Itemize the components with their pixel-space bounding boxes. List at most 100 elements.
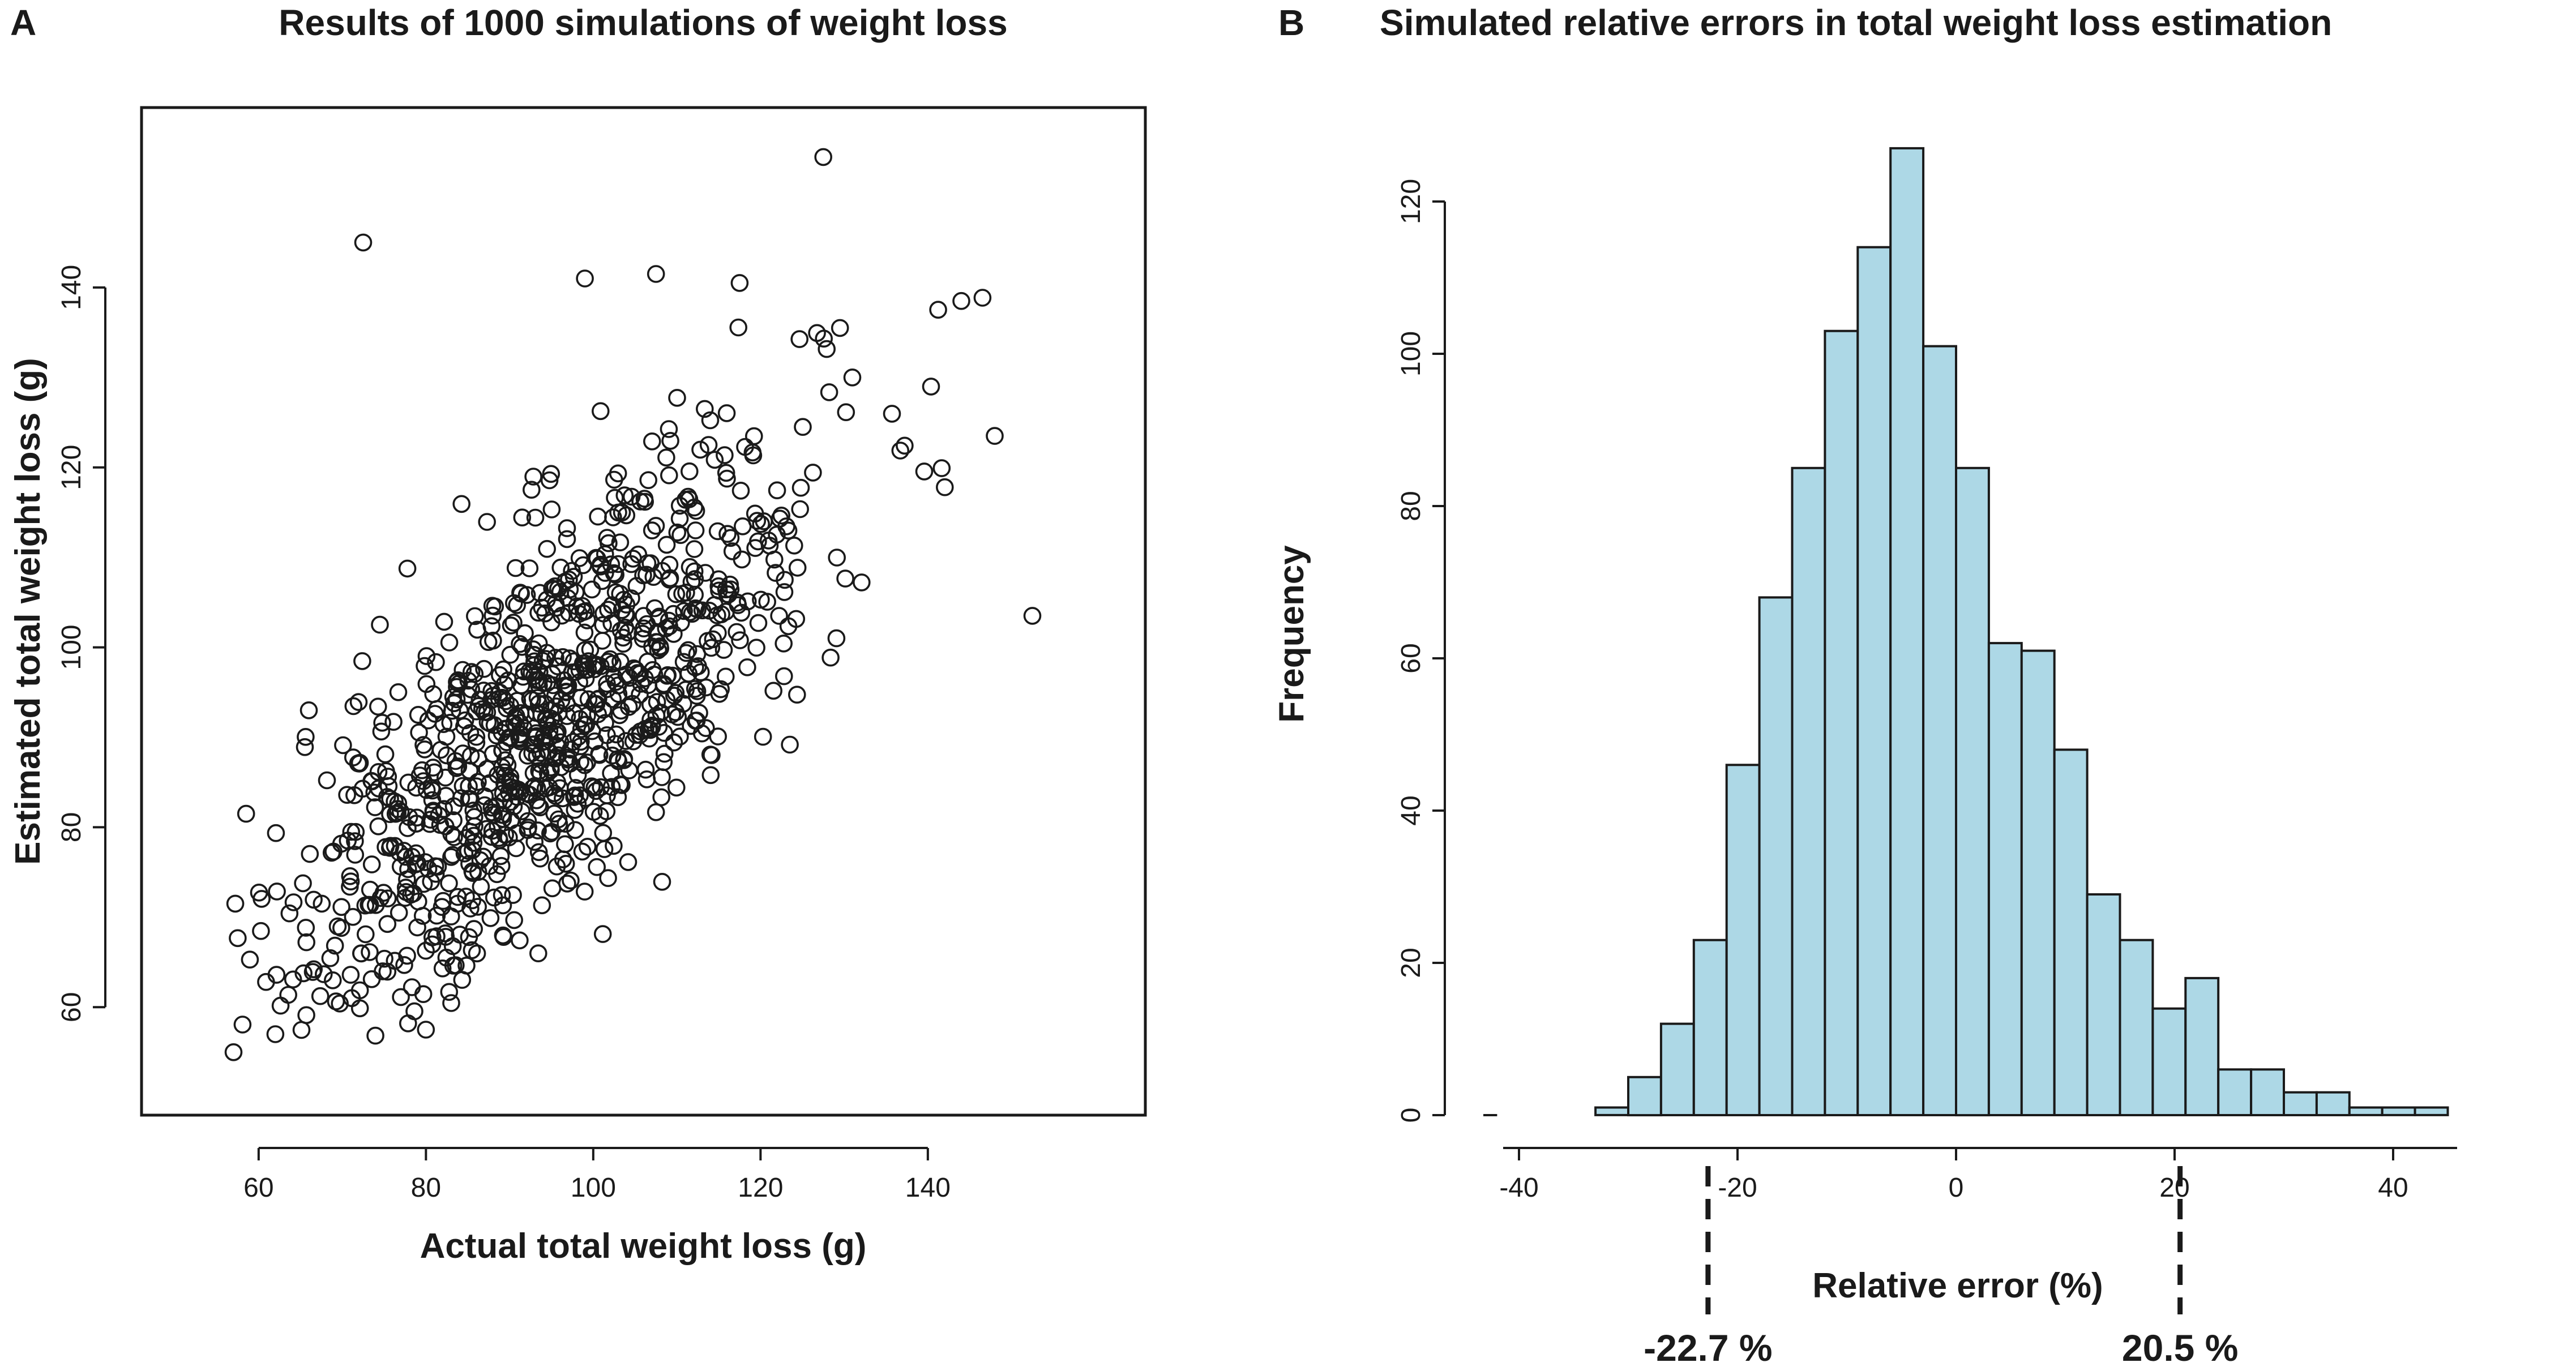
scatter-point — [350, 755, 369, 773]
scatter-point — [407, 844, 425, 863]
scatter-point — [729, 318, 747, 337]
scatter-point — [574, 556, 592, 575]
scatter-point — [461, 747, 480, 765]
scatter-point — [493, 758, 511, 777]
scatter-point — [716, 446, 734, 464]
scatter-point — [617, 506, 636, 525]
scatter-point — [524, 764, 543, 782]
histogram-bar — [1692, 939, 1728, 1116]
scatter-point — [374, 884, 393, 902]
histogram-bar — [2053, 748, 2089, 1116]
scatter-point — [558, 519, 576, 537]
scatter-point — [627, 661, 645, 679]
scatter-point — [540, 471, 559, 490]
scatter-point — [457, 957, 476, 975]
scatter-point — [423, 781, 442, 800]
scatter-point — [558, 530, 576, 549]
scatter-point — [643, 432, 661, 451]
scatter-point — [631, 492, 649, 511]
scatter-point — [660, 611, 678, 630]
scatter-point — [657, 535, 676, 554]
scatter-point — [352, 944, 370, 963]
scatter-point — [369, 697, 387, 716]
scatter-point — [701, 411, 720, 430]
scatter-point — [1023, 607, 1042, 625]
histogram-bar — [1791, 466, 1826, 1117]
histogram-x-tick-label: 0 — [1949, 1173, 1964, 1203]
scatter-point — [685, 540, 704, 558]
scatter-point — [791, 500, 809, 519]
histogram-x-axis-label: Relative error (%) — [1812, 1266, 2103, 1305]
scatter-point — [619, 623, 637, 642]
scatter-point — [575, 882, 594, 901]
scatter-point — [297, 728, 315, 746]
scatter-y-tick-label: 60 — [57, 992, 87, 1022]
scatter-point — [748, 512, 767, 530]
scatter-point — [437, 948, 456, 967]
scatter-point — [350, 999, 369, 1018]
scatter-point — [781, 735, 799, 754]
scatter-point — [386, 792, 404, 811]
scatter-point — [481, 909, 500, 927]
scatter-point — [297, 919, 315, 937]
scatter-point — [507, 716, 525, 735]
scatter-point — [622, 487, 641, 506]
scatter-point — [629, 545, 648, 564]
scatter-point — [442, 848, 460, 866]
scatter-point — [649, 718, 668, 736]
scatter-point — [588, 656, 606, 674]
scatter-point — [593, 572, 611, 590]
scatter-point — [577, 716, 596, 734]
scatter-point — [341, 872, 360, 890]
scatter-point — [896, 436, 914, 455]
scatter-point — [929, 301, 947, 319]
histogram-title: Simulated relative errors in total weigh… — [1380, 2, 2332, 43]
scatter-point — [749, 614, 768, 632]
scatter-point — [455, 717, 473, 735]
scatter-point — [375, 949, 393, 968]
scatter-point — [473, 700, 491, 718]
scatter-point — [478, 513, 497, 531]
scatter-point — [390, 903, 408, 922]
scatter-point — [603, 746, 622, 765]
scatter-point — [631, 722, 649, 740]
scatter-point — [915, 462, 934, 481]
scatter-point — [616, 605, 635, 623]
histogram-bar — [2315, 1091, 2351, 1116]
scatter-point — [731, 631, 749, 649]
scatter-point — [661, 431, 679, 450]
scatter-point — [386, 952, 404, 970]
scatter-point — [631, 686, 649, 704]
scatter-point — [447, 759, 466, 777]
scatter-point — [589, 507, 607, 526]
scatter-point — [526, 508, 545, 527]
scatter-point — [427, 906, 446, 925]
scatter-x-tick-label: 120 — [738, 1173, 783, 1203]
scatter-point — [372, 722, 391, 741]
scatter-point — [241, 950, 259, 969]
scatter-point — [565, 704, 584, 722]
scatter-point — [555, 671, 574, 689]
scatter-point — [504, 614, 523, 632]
scatter-point — [480, 857, 499, 875]
scatter-y-tick-label: 80 — [57, 812, 87, 842]
scatter-point — [438, 746, 456, 765]
scatter-point — [818, 340, 836, 358]
scatter-point — [755, 512, 773, 530]
scatter-point — [986, 427, 1004, 445]
scatter-point — [681, 558, 699, 576]
scatter-point — [643, 521, 661, 539]
scatter-point — [398, 559, 417, 578]
scatter-point — [560, 603, 578, 622]
scatter-point — [647, 706, 666, 725]
scatter-point — [828, 549, 846, 567]
scatter-point — [423, 791, 442, 809]
scatter-point — [500, 828, 518, 847]
scatter-point — [733, 550, 751, 569]
scatter-point — [349, 693, 368, 711]
histogram-y-tick-label: 100 — [1396, 331, 1426, 376]
scatter-point — [530, 663, 549, 681]
scatter-point — [513, 638, 531, 656]
scatter-point — [689, 657, 707, 675]
histogram-bar — [1856, 246, 1892, 1117]
